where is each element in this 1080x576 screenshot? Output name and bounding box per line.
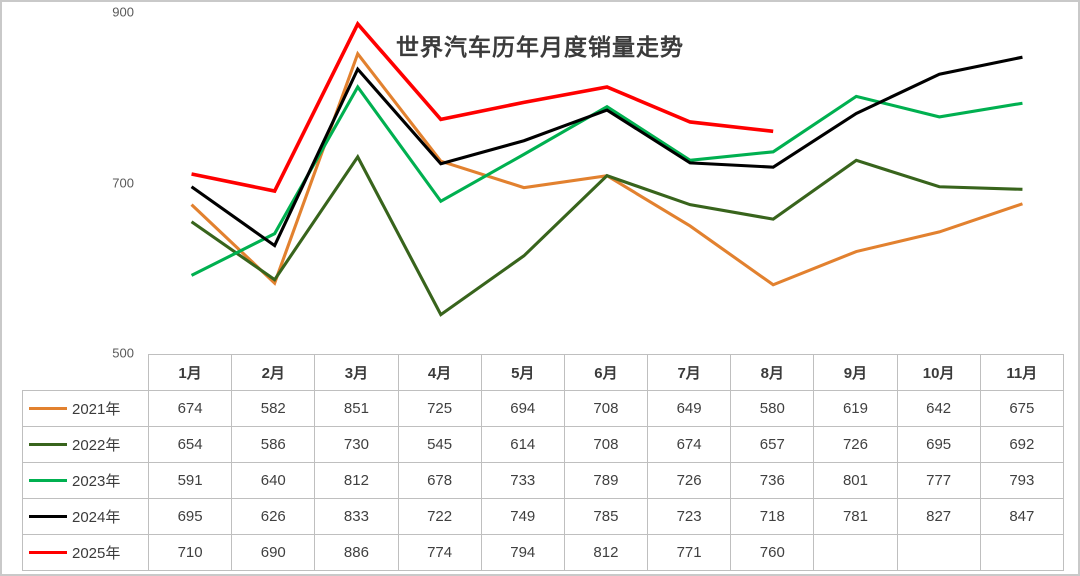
table-cell: 718	[730, 498, 815, 535]
table-cell: 725	[397, 390, 482, 427]
table-cell	[896, 534, 981, 571]
table-cell: 654	[147, 426, 233, 463]
table-cell: 726	[813, 426, 898, 463]
table-cell: 847	[979, 498, 1065, 535]
table-cell: 833	[314, 498, 399, 535]
table-cell: 649	[647, 390, 732, 427]
table-cell: 591	[147, 462, 233, 499]
table-cell: 626	[231, 498, 316, 535]
table-row-2025年: 2025年 710 690 886 774 794 812 771 760	[22, 534, 1065, 571]
data-table: 1月 2月 3月 4月 5月 6月 7月 8月 9月 10月 11月 2021年 674 582 851 72…	[22, 354, 1065, 571]
month-header: 5月	[480, 354, 565, 391]
table-cell: 789	[563, 462, 649, 499]
table-cell: 690	[231, 534, 316, 571]
table-cell: 586	[231, 426, 316, 463]
month-header: 11月	[979, 354, 1065, 391]
table-cell: 812	[314, 462, 399, 499]
table-cell: 674	[147, 390, 233, 427]
table-cell: 619	[813, 390, 898, 427]
table-cell: 730	[314, 426, 399, 463]
month-header: 4月	[397, 354, 482, 391]
month-header: 3月	[314, 354, 399, 391]
table-cell: 726	[647, 462, 732, 499]
table-cell: 582	[231, 390, 316, 427]
table-cell: 733	[480, 462, 565, 499]
legend-label: 2022年	[72, 437, 121, 454]
legend-cell: 2025年	[22, 534, 149, 571]
legend-cell: 2022年	[22, 426, 149, 463]
month-header: 8月	[730, 354, 815, 391]
table-row-2021年: 2021年 674 582 851 725 694 708 649 580 619 642 675	[22, 390, 1065, 427]
table-cell: 886	[314, 534, 399, 571]
table-cell: 774	[397, 534, 482, 571]
table-row-2024年: 2024年 695 626 833 722 749 785 723 718 781 827 847	[22, 498, 1065, 535]
legend-label: 2021年	[72, 401, 121, 418]
legend-line-swatch	[29, 551, 67, 554]
table-row-2022年: 2022年 654 586 730 545 614 708 674 657 726 695 692	[22, 426, 1065, 463]
table-cell: 657	[730, 426, 815, 463]
table-cell: 695	[147, 498, 233, 535]
table-cell: 781	[813, 498, 898, 535]
table-cell: 708	[563, 426, 649, 463]
table-cell: 785	[563, 498, 649, 535]
month-header: 7月	[647, 354, 732, 391]
table-cell: 723	[647, 498, 732, 535]
y-axis-tick-900: 900	[112, 4, 134, 20]
table-cell: 760	[730, 534, 815, 571]
table-cell: 692	[979, 426, 1065, 463]
table-cell: 777	[896, 462, 981, 499]
y-axis-tick-500: 500	[112, 345, 134, 361]
table-cell: 827	[896, 498, 981, 535]
table-cell: 801	[813, 462, 898, 499]
legend-line-swatch	[29, 407, 67, 410]
table-cell: 722	[397, 498, 482, 535]
series-line-2022年	[190, 153, 1023, 317]
table-cell	[979, 534, 1065, 571]
table-header-row: 1月 2月 3月 4月 5月 6月 7月 8月 9月 10月 11月	[23, 354, 1065, 391]
table-cell: 771	[647, 534, 732, 571]
legend-cell: 2024年	[22, 498, 149, 535]
table-cell: 695	[896, 426, 981, 463]
table-cell	[813, 534, 898, 571]
table-cell: 694	[480, 390, 565, 427]
table-cell: 614	[480, 426, 565, 463]
table-cell: 749	[480, 498, 565, 535]
legend-line-swatch	[29, 443, 67, 446]
legend-label: 2025年	[72, 545, 121, 562]
legend-cell: 2021年	[22, 390, 149, 427]
table-cell: 851	[314, 390, 399, 427]
chart-region: 世界汽车历年月度销量走势 900 700 500	[2, 2, 1078, 361]
table-cell: 793	[979, 462, 1065, 499]
table-cell: 710	[147, 534, 233, 571]
legend-line-swatch	[29, 479, 67, 482]
table-cell: 678	[397, 462, 482, 499]
table-cell: 674	[647, 426, 732, 463]
series-line-2023年	[190, 84, 1023, 277]
legend-label: 2024年	[72, 509, 121, 526]
table-cell: 736	[730, 462, 815, 499]
legend-cell: 2023年	[22, 462, 149, 499]
table-cell: 675	[979, 390, 1065, 427]
legend-label: 2023年	[72, 473, 121, 490]
table-cell: 545	[397, 426, 482, 463]
table-cell: 708	[563, 390, 649, 427]
month-header: 1月	[147, 354, 233, 391]
table-cell: 794	[480, 534, 565, 571]
table-cell: 640	[231, 462, 316, 499]
series-line-2025年	[191, 20, 774, 194]
month-header: 6月	[563, 354, 649, 391]
table-cell: 642	[896, 390, 981, 427]
table-cell: 580	[730, 390, 815, 427]
legend-line-swatch	[29, 515, 67, 518]
table-row-2023年: 2023年 591 640 812 678 733 789 726 736 801 777 793	[22, 462, 1065, 499]
month-header: 10月	[896, 354, 981, 391]
table-cell: 812	[563, 534, 649, 571]
month-header: 2月	[231, 354, 316, 391]
month-header: 9月	[813, 354, 898, 391]
sales-line-chart	[190, 20, 1023, 317]
series-line-2024年	[190, 55, 1023, 248]
y-axis-tick-700: 700	[112, 175, 134, 190]
